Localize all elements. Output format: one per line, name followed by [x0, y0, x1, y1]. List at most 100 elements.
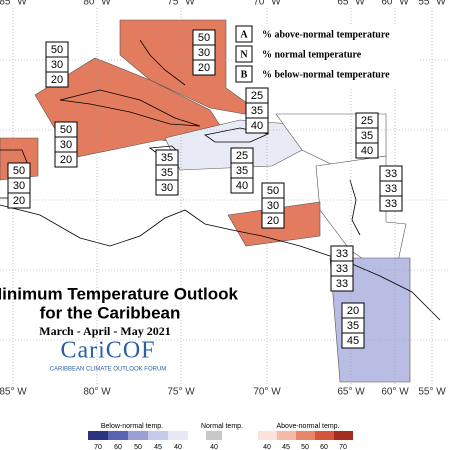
colorbar-tick: 50	[301, 444, 309, 450]
probability-value: 20	[198, 62, 210, 74]
colorbar-swatch	[88, 431, 108, 440]
colorbar-tick: 45	[154, 444, 162, 450]
longitude-label: 85° W	[0, 387, 27, 398]
longitude-label: 75° W	[167, 387, 195, 398]
colorbar-tick: 40	[174, 444, 182, 450]
colorbar-tick: 60	[320, 444, 328, 450]
probability-value: 50	[51, 44, 63, 56]
longitude-label: 65° W	[337, 387, 365, 398]
key-letter: A	[240, 29, 248, 40]
probability-value: 40	[361, 145, 373, 157]
logo-tagline: CARIBBEAN CLIMATE OUTLOOK FORUM	[50, 367, 167, 373]
key-box	[235, 25, 253, 43]
longitude-label: 70° W	[253, 0, 281, 8]
key-text: % below-normal temperature	[262, 69, 390, 80]
colorbar-swatch	[128, 431, 148, 440]
probability-value: 30	[161, 182, 173, 194]
probability-value: 33	[385, 183, 397, 195]
coastline	[59, 89, 201, 127]
probability-value: 50	[13, 165, 25, 177]
probability-value: 30	[60, 139, 72, 151]
probability-value: 50	[198, 32, 210, 44]
probability-cell	[245, 117, 269, 134]
region-labels: 50 30 20 50 30 20 50 30 20 50 30 20 35 35 30 25 35 40 25 35…	[7, 29, 403, 349]
colorbar-swatch	[277, 431, 296, 440]
colorbar-tick: 50	[134, 444, 142, 450]
colorbar-swatch	[258, 431, 277, 440]
probability-value: 50	[60, 124, 72, 136]
probability-value: 30	[51, 59, 63, 71]
colorbar-swatch	[148, 431, 168, 440]
probability-value: 25	[361, 115, 373, 127]
probability-value: 35	[161, 167, 173, 179]
colorbar-swatch	[108, 431, 128, 440]
colorbar-label: Above-normal temp.	[276, 423, 339, 430]
colorbar-swatch	[315, 431, 334, 440]
probability-value: 20	[347, 305, 359, 317]
colorbar-swatch	[296, 431, 315, 440]
key-text: % normal temperature	[262, 49, 362, 60]
key-background	[232, 24, 418, 88]
longitude-label: 70° W	[253, 387, 281, 398]
colorbar-label: Below-normal temp.	[101, 423, 163, 430]
colorbar-tick: 40	[210, 444, 218, 450]
colorbar-tick: 70	[94, 444, 102, 450]
probability-cell	[45, 71, 69, 88]
probability-cell	[330, 275, 354, 292]
probability-value: 35	[347, 320, 359, 332]
colorbar-swatch	[334, 431, 353, 440]
key-box	[235, 65, 253, 83]
probability-cell	[230, 177, 254, 194]
probability-cell	[379, 195, 403, 212]
probability-value: 50	[267, 185, 279, 197]
colorbar-tick: 70	[339, 444, 347, 450]
probability-value: 35	[161, 152, 173, 164]
title: Minimum Temperature Outlook	[0, 284, 239, 303]
longitude-label: 65° W	[337, 0, 365, 8]
longitude-label: 85° W	[0, 0, 27, 8]
probability-value: 45	[347, 335, 359, 347]
colorbar-swatch	[206, 431, 222, 440]
key: A % above-normal temperature N % normal tem…	[232, 24, 418, 88]
probability-value: 25	[236, 150, 248, 162]
probability-value: 20	[51, 74, 63, 86]
key-letter: N	[240, 49, 248, 60]
longitude-label: 55° W	[418, 387, 446, 398]
probability-value: 40	[236, 180, 248, 192]
coastline	[349, 179, 361, 236]
colorbar-tick: 45	[282, 444, 290, 450]
key-letter: B	[241, 69, 248, 80]
key-text: % above-normal temperature	[262, 29, 390, 40]
colorbar-label: Normal temp.	[201, 423, 243, 430]
probability-value: 35	[361, 130, 373, 142]
longitude-labels: 85° W 80° W 75° W 70° W 65° W 60° W 55° W 85° W…	[0, 0, 446, 398]
longitude-label: 55° W	[418, 0, 446, 8]
title-block: Minimum Temperature Outlook for the Cari…	[0, 284, 239, 372]
probability-value: 20	[267, 215, 279, 227]
longitude-label: 60° W	[381, 387, 409, 398]
logo: CariCOF	[60, 338, 155, 364]
subtitle: March - April - May 2021	[39, 324, 170, 338]
probability-value: 20	[60, 154, 72, 166]
probability-value: 35	[236, 165, 248, 177]
probability-value: 33	[385, 168, 397, 180]
probability-cell	[54, 151, 78, 168]
probability-value: 33	[336, 263, 348, 275]
longitude-label: 80° W	[83, 0, 111, 8]
probability-value: 40	[251, 120, 263, 132]
colorbar-tick: 60	[114, 444, 122, 450]
probability-value: 30	[198, 47, 210, 59]
probability-cell	[155, 179, 179, 196]
probability-value: 30	[13, 180, 25, 192]
probability-value: 33	[336, 278, 348, 290]
key-box	[235, 45, 253, 63]
probability-cell	[7, 192, 31, 209]
colorbar-tick: 40	[263, 444, 271, 450]
longitude-label: 60° W	[381, 0, 409, 8]
probability-value: 30	[267, 200, 279, 212]
probability-cell	[261, 212, 285, 229]
coastline	[204, 127, 270, 143]
probability-cell	[355, 142, 379, 159]
probability-value: 20	[13, 195, 25, 207]
